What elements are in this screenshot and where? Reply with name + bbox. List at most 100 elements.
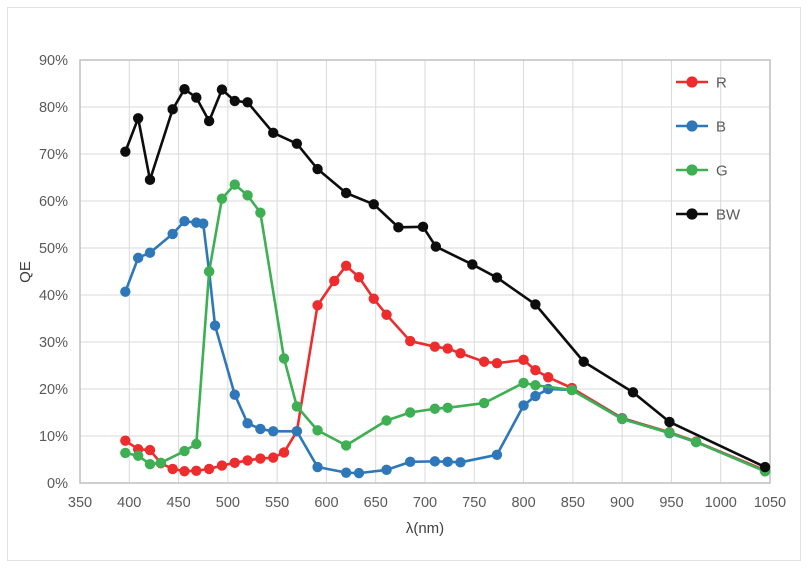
data-point <box>191 438 202 450</box>
y-tick-label: 30% <box>39 335 68 351</box>
y-tick-label: 40% <box>39 288 68 304</box>
legend-item-label: G <box>716 163 728 180</box>
data-point <box>209 320 221 331</box>
data-point <box>179 216 190 227</box>
legend-item-bw[interactable]: BW <box>676 207 741 224</box>
data-point <box>216 193 228 204</box>
data-point <box>268 127 279 139</box>
y-tick-label: 10% <box>39 429 68 445</box>
data-point <box>167 104 178 115</box>
legend: R B G BW <box>676 75 741 224</box>
data-point <box>518 377 529 389</box>
data-point <box>393 222 404 233</box>
x-axis-title: λ(nm) <box>406 520 444 537</box>
data-point <box>690 436 702 448</box>
data-point <box>530 390 541 402</box>
x-tick-label: 650 <box>364 495 388 511</box>
x-tick-label: 900 <box>610 495 634 511</box>
data-point <box>353 271 365 283</box>
data-point <box>340 467 352 478</box>
x-tick-label: 950 <box>659 495 683 511</box>
x-tick-label: 350 <box>68 495 92 511</box>
data-point <box>566 384 578 396</box>
legend-item-label: R <box>716 75 727 92</box>
chart-outer-frame <box>7 7 801 561</box>
legend-item-b[interactable]: B <box>676 119 726 136</box>
plot-frame <box>79 59 771 484</box>
data-point <box>242 455 253 466</box>
data-point <box>381 309 392 320</box>
data-point <box>268 426 279 437</box>
y-tick-label: 60% <box>39 194 68 210</box>
data-point <box>216 460 228 471</box>
data-point <box>278 353 290 364</box>
legend-item-r[interactable]: R <box>676 75 727 92</box>
legend-swatch-marker <box>686 120 698 132</box>
data-point <box>491 272 503 283</box>
data-point <box>405 407 416 418</box>
data-point <box>340 260 352 272</box>
data-point <box>155 457 167 468</box>
data-point <box>664 416 675 428</box>
data-point <box>179 83 190 95</box>
data-point <box>442 402 453 413</box>
data-point <box>312 300 323 311</box>
data-point <box>242 190 253 201</box>
series-g <box>120 179 771 477</box>
data-point <box>442 456 453 468</box>
data-point <box>191 465 202 476</box>
data-point <box>132 450 144 461</box>
y-tick-label: 70% <box>39 147 68 163</box>
x-tick-label: 1000 <box>705 495 737 511</box>
data-point <box>340 187 352 199</box>
legend-item-label: BW <box>716 207 741 224</box>
legend-swatch-marker <box>686 164 698 176</box>
x-tick-label: 1050 <box>754 495 786 511</box>
legend-item-g[interactable]: G <box>676 163 728 180</box>
data-point <box>144 174 156 186</box>
data-point <box>167 463 178 475</box>
data-point <box>179 445 190 457</box>
data-point <box>291 401 303 412</box>
data-point <box>132 113 144 124</box>
series-bw <box>120 83 771 473</box>
data-point <box>179 466 190 477</box>
legend-item-label: B <box>716 119 726 136</box>
series-line <box>124 264 767 473</box>
data-point <box>144 247 156 258</box>
data-point <box>430 241 442 252</box>
x-tick-label: 550 <box>265 495 289 511</box>
y-axis-title: QE <box>17 261 34 283</box>
data-point <box>291 138 303 149</box>
data-point <box>120 447 131 459</box>
y-tick-label: 90% <box>39 53 68 69</box>
x-tick-label: 750 <box>462 495 486 511</box>
data-point <box>312 163 323 175</box>
data-point <box>203 463 215 475</box>
data-point <box>198 218 209 229</box>
legend-swatch-marker <box>686 76 698 88</box>
data-point <box>340 440 352 451</box>
data-point <box>467 259 478 270</box>
data-point <box>144 459 156 470</box>
data-point <box>229 457 240 468</box>
data-point <box>191 92 202 103</box>
data-point <box>429 341 441 352</box>
data-point <box>255 423 266 435</box>
data-point <box>664 427 675 438</box>
data-point <box>530 380 541 391</box>
data-point <box>229 179 240 190</box>
data-point <box>312 425 323 436</box>
data-point <box>120 286 131 297</box>
data-point <box>627 387 639 398</box>
data-point <box>491 449 503 460</box>
data-point <box>268 452 279 463</box>
data-point <box>255 453 266 464</box>
data-point <box>312 461 323 473</box>
x-tick-label: 400 <box>117 495 141 511</box>
data-point <box>353 467 365 479</box>
data-point <box>381 415 392 426</box>
data-point <box>229 95 240 107</box>
data-point <box>455 457 466 468</box>
